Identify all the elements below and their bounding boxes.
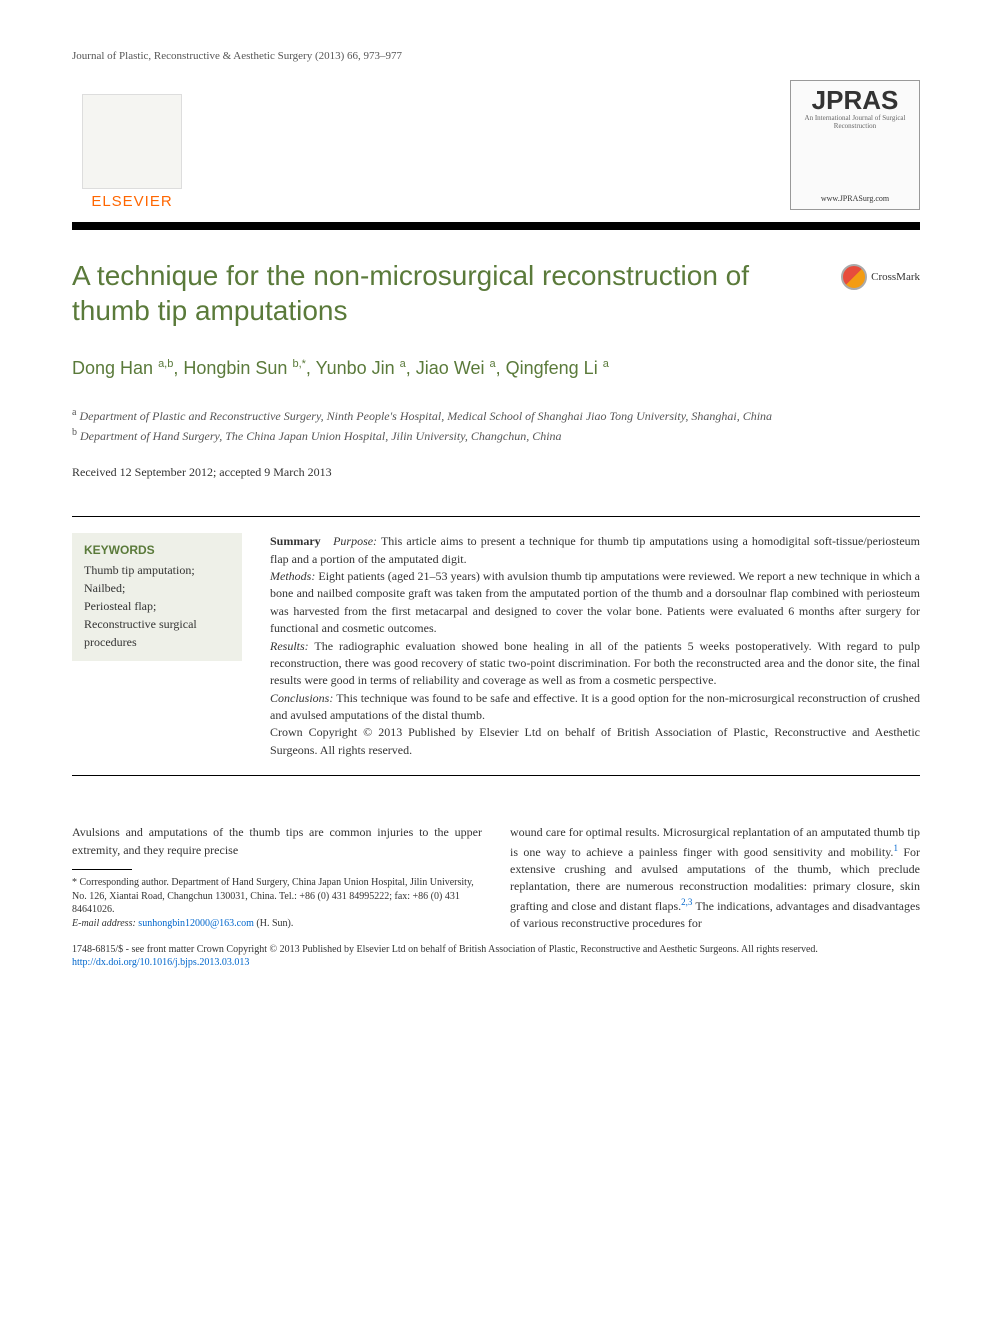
header-divider	[72, 222, 920, 230]
crossmark-icon	[841, 264, 867, 290]
intro-paragraph-2: wound care for optimal results. Microsur…	[510, 824, 920, 932]
intro-paragraph-1: Avulsions and amputations of the thumb t…	[72, 824, 482, 859]
crossmark-badge[interactable]: CrossMark	[841, 264, 920, 290]
title-row: A technique for the non-microsurgical re…	[72, 258, 920, 328]
body-text: Avulsions and amputations of the thumb t…	[72, 824, 920, 932]
email-author-name: (H. Sun).	[256, 918, 293, 929]
abstract-section: KEYWORDS Thumb tip amputation;Nailbed;Pe…	[72, 516, 920, 776]
elsevier-name: ELSEVIER	[91, 193, 172, 210]
jpras-subtitle: An International Journal of Surgical Rec…	[797, 115, 913, 130]
issn-copyright-line: 1748-6815/$ - see front matter Crown Cop…	[72, 943, 920, 957]
body-column-right: wound care for optimal results. Microsur…	[510, 824, 920, 932]
email-label: E-mail address:	[72, 918, 136, 929]
logos-row: ELSEVIER JPRAS An International Journal …	[72, 80, 920, 210]
article-title: A technique for the non-microsurgical re…	[72, 258, 821, 328]
jpras-acronym: JPRAS	[812, 87, 899, 113]
email-link[interactable]: sunhongbin12000@163.com	[138, 918, 254, 929]
footnote-divider	[72, 869, 132, 870]
elsevier-logo[interactable]: ELSEVIER	[72, 80, 192, 210]
keywords-heading: KEYWORDS	[84, 543, 230, 557]
body-column-left: Avulsions and amputations of the thumb t…	[72, 824, 482, 932]
author-list: Dong Han a,b, Hongbin Sun b,*, Yunbo Jin…	[72, 356, 920, 381]
corresponding-text: * Corresponding author. Department of Ha…	[72, 876, 482, 917]
jpras-url: www.JPRASurg.com	[821, 194, 889, 203]
doi-link[interactable]: http://dx.doi.org/10.1016/j.bjps.2013.03…	[72, 957, 249, 968]
article-dates: Received 12 September 2012; accepted 9 M…	[72, 465, 920, 480]
affiliations: a Department of Plastic and Reconstructi…	[72, 405, 920, 445]
corresponding-author-footnote: * Corresponding author. Department of Ha…	[72, 876, 482, 930]
crossmark-label: CrossMark	[871, 271, 920, 283]
journal-reference: Journal of Plastic, Reconstructive & Aes…	[72, 50, 920, 62]
keywords-box: KEYWORDS Thumb tip amputation;Nailbed;Pe…	[72, 533, 242, 661]
keywords-list: Thumb tip amputation;Nailbed;Periosteal …	[84, 561, 230, 651]
email-line: E-mail address: sunhongbin12000@163.com …	[72, 917, 482, 931]
jpras-logo[interactable]: JPRAS An International Journal of Surgic…	[790, 80, 920, 210]
copyright-footer: 1748-6815/$ - see front matter Crown Cop…	[72, 943, 920, 970]
elsevier-tree-icon	[82, 94, 182, 189]
abstract-text: Summary Purpose: This article aims to pr…	[270, 533, 920, 759]
